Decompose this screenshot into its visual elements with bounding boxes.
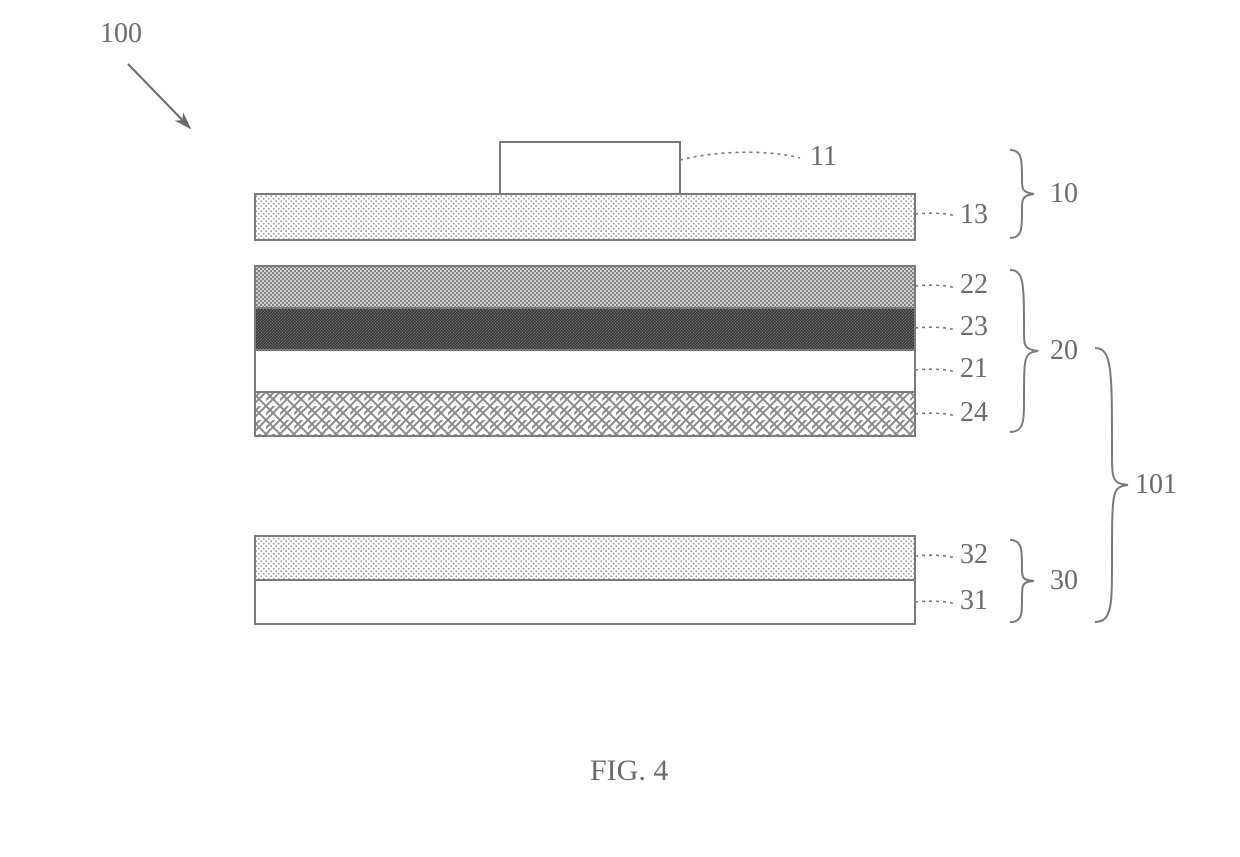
figure-4-diagram: 100 11 13 10 22 23 21 24 20 32 31 30 101… — [0, 0, 1240, 857]
layer-24 — [255, 392, 915, 436]
figure-caption: FIG. 4 — [590, 754, 668, 787]
lead-23 — [915, 327, 955, 330]
layer-21 — [255, 350, 915, 392]
assembly-label: 100 — [100, 18, 142, 49]
lead-24 — [915, 413, 955, 416]
lead-32 — [915, 555, 955, 558]
brace-10 — [1010, 150, 1034, 238]
layer-32 — [255, 536, 915, 580]
lead-21 — [915, 369, 955, 372]
label-group-101: 101 — [1135, 469, 1177, 500]
brace-101 — [1095, 348, 1128, 622]
lead-31 — [915, 601, 955, 604]
label-23: 23 — [960, 311, 988, 342]
label-24: 24 — [960, 397, 988, 428]
lead-22 — [915, 285, 955, 288]
assembly-arrow — [128, 64, 190, 128]
label-group-20: 20 — [1050, 335, 1078, 366]
layer-13 — [255, 194, 915, 240]
label-31: 31 — [960, 585, 988, 616]
lead-13 — [915, 213, 955, 216]
label-32: 32 — [960, 539, 988, 570]
layer-11 — [500, 142, 680, 194]
label-21: 21 — [960, 353, 988, 384]
label-22: 22 — [960, 269, 988, 300]
label-11: 11 — [810, 141, 837, 172]
lead-11 — [680, 152, 800, 160]
label-group-10: 10 — [1050, 178, 1078, 209]
brace-30 — [1010, 540, 1034, 622]
label-group-30: 30 — [1050, 565, 1078, 596]
brace-20 — [1010, 270, 1038, 432]
label-13: 13 — [960, 199, 988, 230]
layer-23 — [255, 308, 915, 350]
layer-31 — [255, 580, 915, 624]
layer-22 — [255, 266, 915, 308]
